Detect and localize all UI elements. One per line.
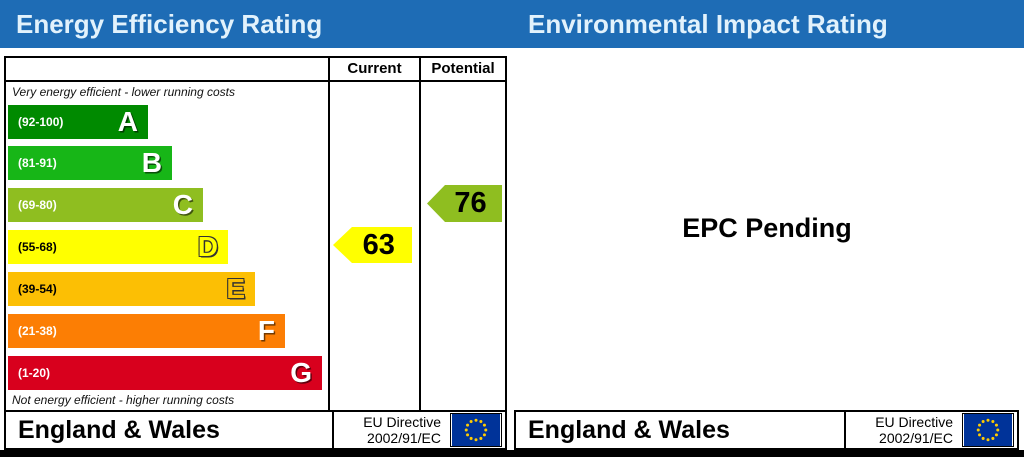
band-range-label: (81-91) — [18, 156, 57, 170]
band-range-label: (55-68) — [18, 240, 57, 254]
eu-directive-label: EU Directive 2002/91/EC — [844, 412, 958, 448]
band-row-a: (92-100) A — [8, 105, 148, 139]
energy-efficiency-panel: Current Potential Very energy efficient … — [4, 56, 507, 450]
right-footer-row: England & Wales EU Directive 2002/91/EC — [516, 412, 1017, 448]
band-row-d: (55-68) D — [8, 230, 228, 264]
environmental-impact-panel: EPC Pending — [510, 56, 1024, 450]
header-bar: Energy Efficiency Rating Environmental I… — [0, 0, 1024, 48]
energy-efficiency-title: Energy Efficiency Rating — [16, 9, 323, 39]
band-range-label: (21-38) — [18, 324, 57, 338]
eu-flag-icon — [449, 413, 502, 447]
potential-rating-arrow: 76 — [427, 185, 502, 222]
band-row-b: (81-91) B — [8, 146, 172, 180]
band-letter: C — [172, 189, 193, 220]
eu-directive-label: EU Directive 2002/91/EC — [332, 412, 446, 448]
band-letter: G — [290, 357, 312, 388]
current-rating-arrow: 63 — [333, 227, 412, 263]
potential-rating-value: 76 — [454, 187, 487, 219]
band-letter: D — [197, 231, 218, 262]
current-rating-value: 63 — [362, 229, 395, 261]
region-label: England & Wales — [18, 416, 220, 444]
band-row-e: (39-54) E — [8, 272, 255, 306]
band-row-f: (21-38) F — [8, 314, 285, 348]
eu-directive-line1: EU Directive — [363, 414, 441, 430]
eu-directive-line2: 2002/91/EC — [367, 430, 441, 446]
current-column-header: Current — [347, 60, 402, 77]
eu-flag-cell — [446, 412, 505, 448]
eu-directive-line1: EU Directive — [875, 414, 953, 430]
bottom-border-strip — [0, 450, 1024, 457]
table-header-underline — [6, 80, 505, 82]
band-letter: A — [117, 106, 138, 137]
band-letter: B — [141, 147, 162, 178]
band-row-g: (1-20) G — [8, 356, 322, 390]
eu-directive-line2: 2002/91/EC — [879, 430, 953, 446]
band-range-label: (92-100) — [18, 115, 64, 129]
band-range-label: (1-20) — [18, 366, 51, 380]
band-range-label: (39-54) — [18, 282, 57, 296]
current-column-divider — [328, 58, 330, 410]
potential-column-header: Potential — [431, 60, 495, 77]
band-row-c: (69-80) C — [8, 188, 203, 222]
eu-flag-cell — [958, 412, 1017, 448]
left-footer-row: England & Wales EU Directive 2002/91/EC — [6, 410, 505, 448]
region-label: England & Wales — [528, 416, 730, 444]
rating-chart-area: Very energy efficient - lower running co… — [6, 82, 505, 410]
epc-pending-text: EPC Pending — [682, 213, 852, 243]
band-range-label: (69-80) — [18, 198, 57, 212]
band-letter: E — [226, 273, 245, 304]
right-footer-box: England & Wales EU Directive 2002/91/EC — [514, 410, 1019, 450]
top-efficiency-note: Very energy efficient - lower running co… — [12, 85, 235, 99]
potential-column-divider — [419, 58, 421, 410]
bottom-efficiency-note: Not energy efficient - higher running co… — [12, 393, 235, 407]
environmental-impact-title: Environmental Impact Rating — [528, 9, 888, 39]
eu-flag-icon — [961, 413, 1014, 447]
band-letter: F — [257, 315, 275, 346]
